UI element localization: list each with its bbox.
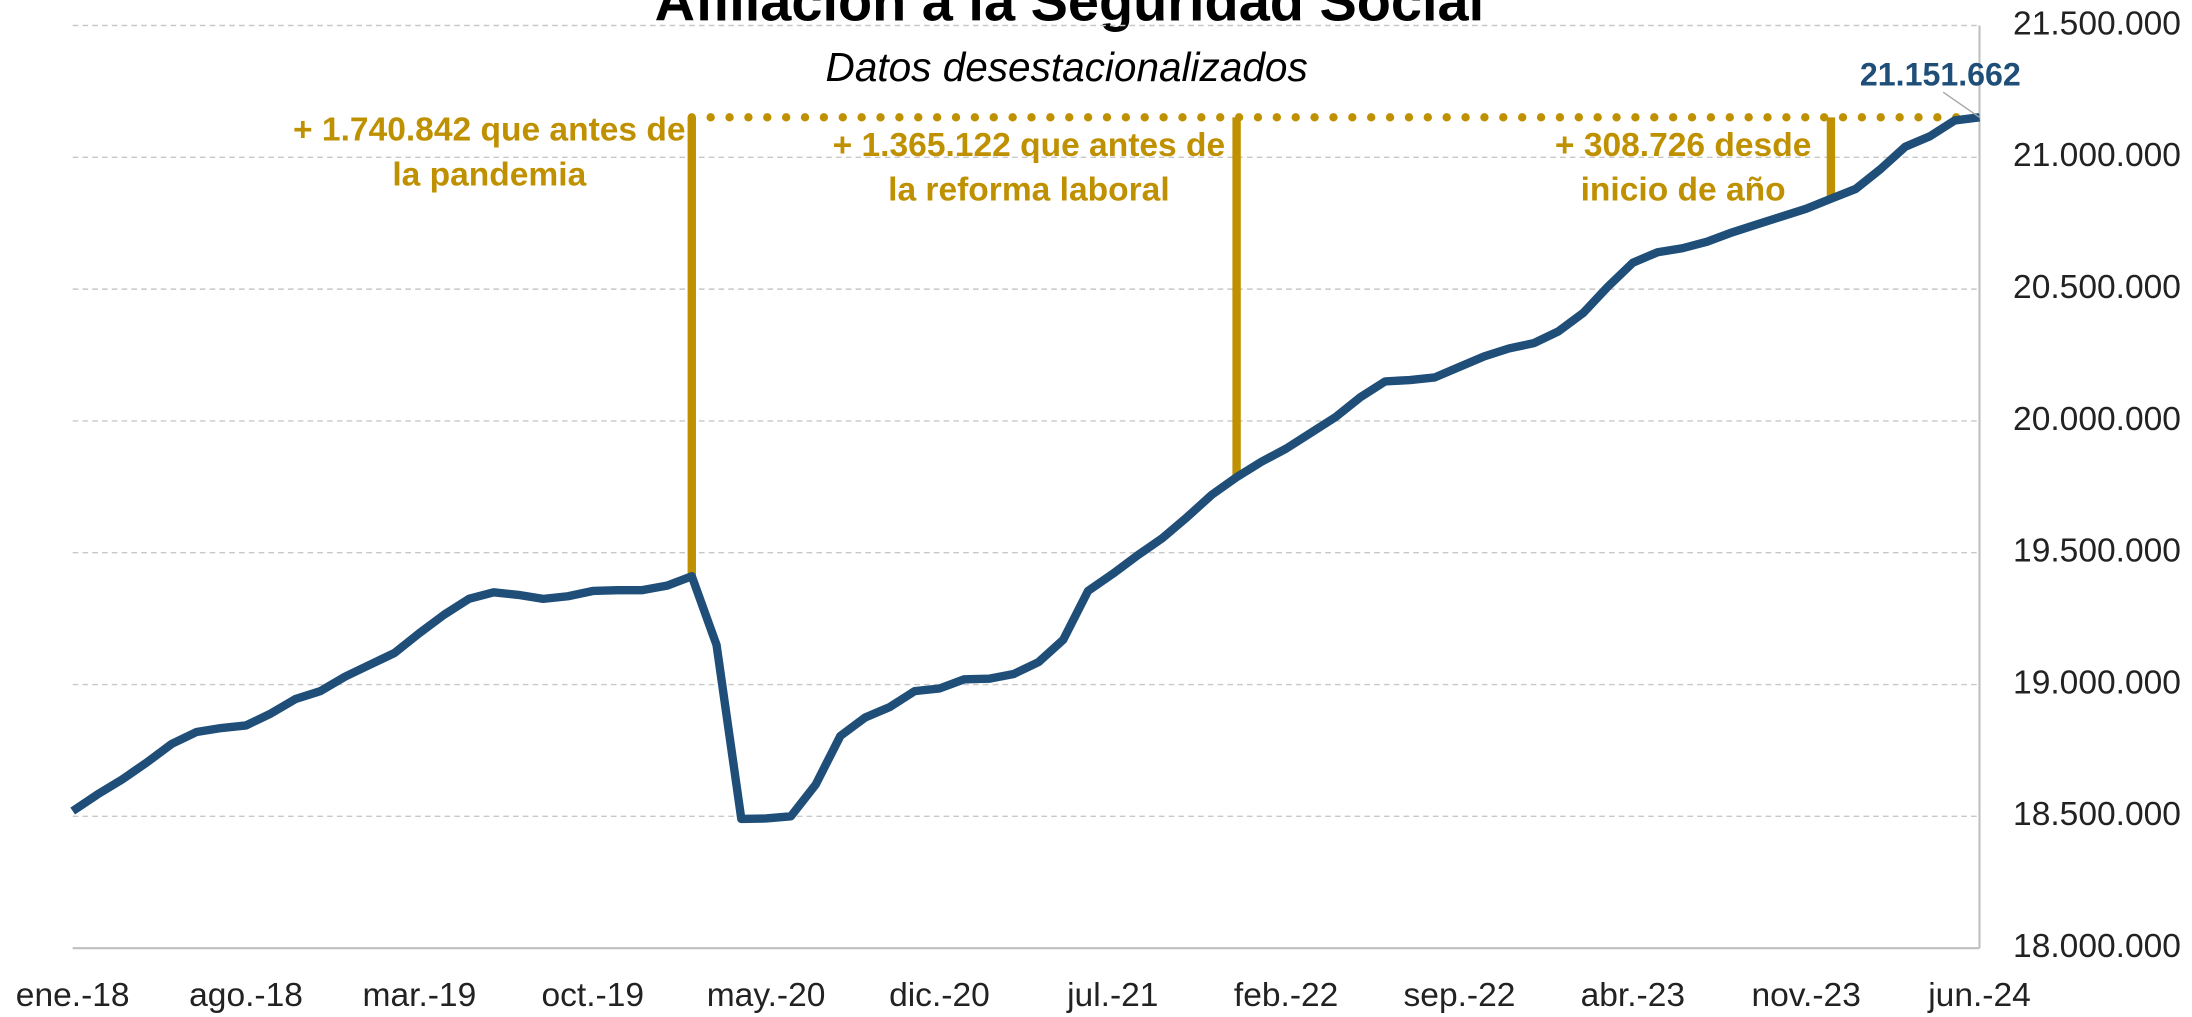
- x-tick-label: mar.-19: [363, 977, 477, 1014]
- x-tick-label: jul.-21: [1066, 977, 1158, 1014]
- y-tick-label: 19.500.000: [2013, 533, 2181, 570]
- y-tick-label: 21.500.000: [2013, 5, 2181, 42]
- x-tick-label: jun.-24: [1927, 977, 2031, 1014]
- chart-subtitle: Datos desestacionalizados: [826, 44, 1308, 90]
- y-tick-label: 18.500.000: [2013, 796, 2181, 833]
- y-tick-label: 20.500.000: [2013, 269, 2181, 306]
- x-tick-label: feb.-22: [1234, 977, 1338, 1014]
- x-tick-label: abr.-23: [1581, 977, 1685, 1014]
- x-tick-label: nov.-23: [1751, 977, 1860, 1014]
- label-leader: [1942, 91, 1980, 118]
- x-tick-label: oct.-19: [541, 977, 644, 1014]
- data-label: 21.151.662: [1860, 57, 2021, 93]
- y-tick-label: 21.000.000: [2013, 137, 2181, 174]
- x-tick-label: sep.-22: [1404, 977, 1516, 1014]
- annotation: + 1.740.842 que antes de: [293, 112, 686, 149]
- annotation: inicio de año: [1581, 172, 1786, 209]
- y-tick-label: 18.000.000: [2013, 928, 2181, 965]
- x-tick-label: ene.-18: [16, 977, 130, 1014]
- annotation: la pandemia: [392, 156, 586, 193]
- annotation: + 1.365.122 que antes de: [833, 127, 1226, 164]
- y-tick-label: 20.000.000: [2013, 401, 2181, 438]
- series-line: [70, 113, 1981, 824]
- annotation: la reforma laboral: [888, 172, 1170, 209]
- x-tick-label: dic.-20: [889, 977, 990, 1014]
- x-tick-label: ago.-18: [189, 977, 303, 1014]
- annotation: + 308.726 desde: [1555, 127, 1811, 164]
- x-tick-label: may.-20: [707, 977, 826, 1014]
- chart-title: Afiliación a la Seguridad Social: [655, 0, 1485, 33]
- y-tick-label: 19.000.000: [2013, 664, 2181, 701]
